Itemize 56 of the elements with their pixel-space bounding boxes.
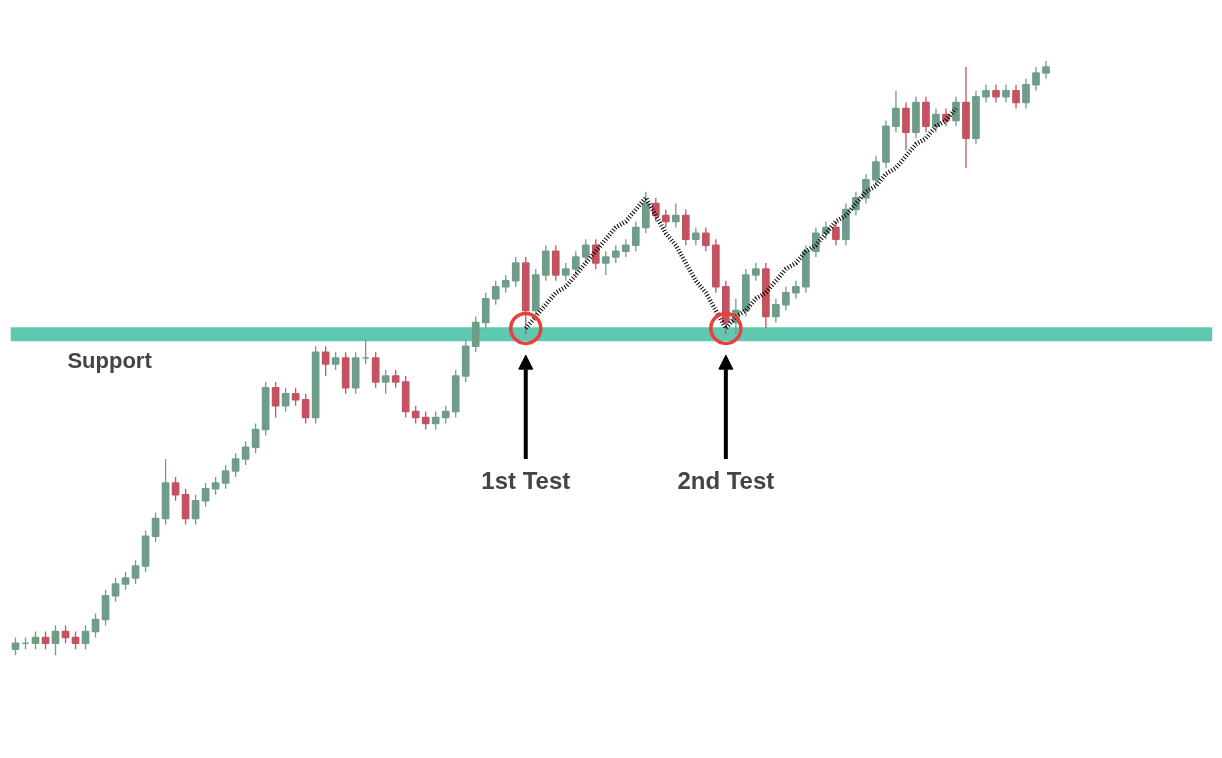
candlestick <box>982 84 990 104</box>
candlestick <box>251 422 260 454</box>
candlestick <box>221 464 230 490</box>
candlestick <box>301 393 310 425</box>
candlestick <box>131 559 140 585</box>
candlestick <box>992 84 1000 104</box>
candlestick <box>571 250 580 276</box>
candlestick <box>511 256 520 288</box>
annotation: 2nd Test <box>677 467 775 495</box>
candlestick <box>641 191 650 234</box>
candlestick <box>1002 84 1010 104</box>
candlestick <box>191 494 200 526</box>
candlestick <box>171 476 180 502</box>
candlestick <box>181 488 190 526</box>
candlestick <box>792 280 800 300</box>
candlestick <box>782 286 790 312</box>
candlestick <box>371 351 380 389</box>
candlestick <box>241 440 250 466</box>
candlestick <box>812 226 820 258</box>
candlestick <box>111 577 120 603</box>
candlestick <box>772 298 780 324</box>
ref-line-label: Support <box>67 348 153 374</box>
candlestick <box>231 452 240 478</box>
candlestick <box>101 589 110 627</box>
candlestick <box>702 226 710 252</box>
candlestick <box>902 101 910 151</box>
candlestick <box>922 96 930 133</box>
candlestick <box>671 202 680 229</box>
candlestick <box>471 315 480 353</box>
candlestick <box>481 292 490 330</box>
candlestick <box>321 345 330 377</box>
candlestick <box>81 624 90 650</box>
candlestick <box>541 244 550 282</box>
candlestick <box>892 90 900 133</box>
candlestick <box>51 624 60 656</box>
candlestick <box>271 381 280 419</box>
candlestick <box>681 208 690 246</box>
candlestick <box>651 197 660 223</box>
candlestick <box>281 387 290 413</box>
candlestick <box>201 482 210 508</box>
candlestick <box>862 173 870 205</box>
candlestick <box>551 244 560 282</box>
candlestick <box>151 511 160 543</box>
candlestick <box>601 250 610 276</box>
candlestick <box>932 107 940 133</box>
candlestick <box>1032 66 1040 92</box>
candlestick <box>491 280 500 306</box>
candlestick <box>91 612 100 639</box>
candlestick <box>872 155 880 187</box>
candlestick <box>381 369 390 395</box>
annotation: 1st Test <box>481 467 571 495</box>
candlestick <box>631 220 640 252</box>
candlestick <box>1022 78 1030 110</box>
candlestick <box>581 238 590 264</box>
candlestick <box>1012 84 1020 110</box>
candlestick <box>832 220 840 246</box>
